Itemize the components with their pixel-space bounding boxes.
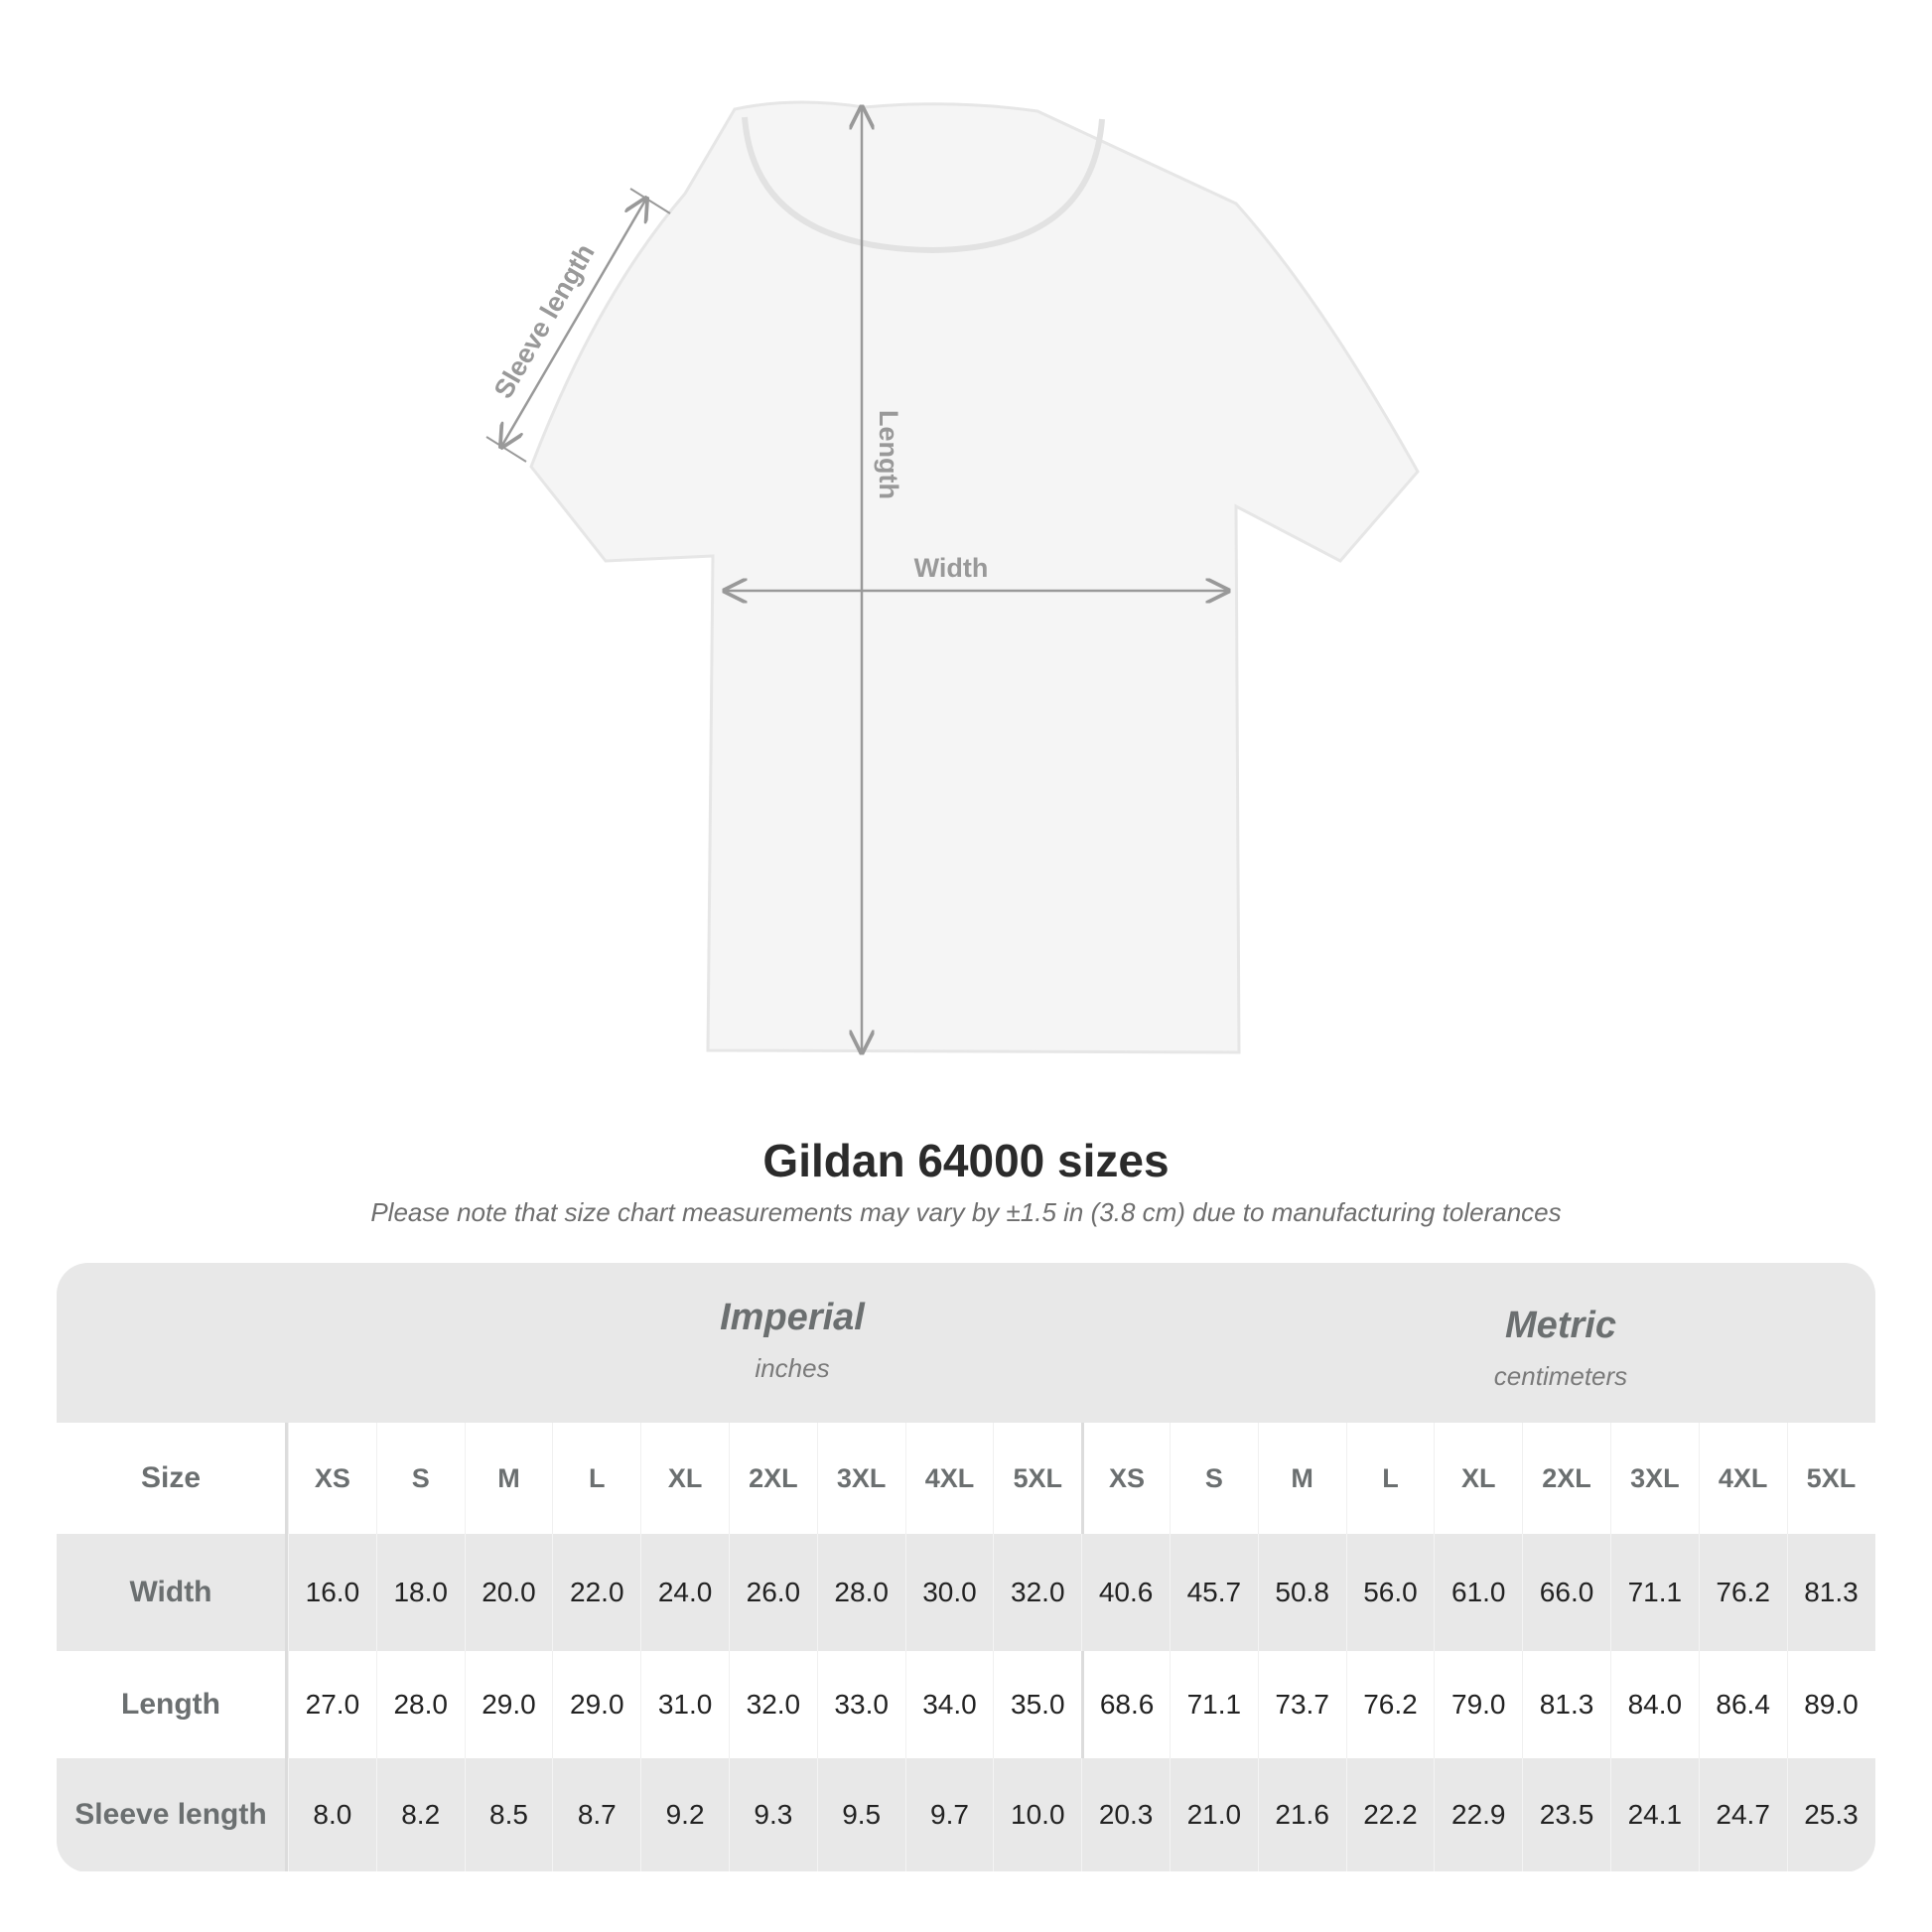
imperial-cell: 3XL [816, 1423, 905, 1534]
row-label: Width [57, 1534, 288, 1651]
imperial-cell: 10.0 [993, 1758, 1081, 1871]
row-label: Sleeve length [57, 1758, 288, 1871]
imperial-cell: 28.0 [816, 1534, 905, 1651]
imperial-cell: 28.0 [375, 1651, 465, 1758]
imperial-cell: 9.2 [640, 1758, 729, 1871]
imperial-cell: 20.0 [464, 1534, 553, 1651]
imperial-title: Imperial [720, 1297, 865, 1338]
imperial-cell: 16.0 [288, 1534, 376, 1651]
imperial-cell: 4XL [904, 1423, 994, 1534]
metric-unit: centimeters [1493, 1361, 1628, 1391]
metric-cell: 81.3 [1786, 1534, 1875, 1651]
tshirt-collar [742, 116, 1105, 254]
metric-cell: 89.0 [1786, 1651, 1875, 1758]
metric-cell: 5XL [1786, 1423, 1875, 1534]
metric-title: Metric [1505, 1305, 1616, 1346]
imperial-cell: 32.0 [993, 1534, 1081, 1651]
metric-cell: 4XL [1698, 1423, 1787, 1534]
imperial-cell: 8.0 [288, 1758, 376, 1871]
metric-header: Metric centimeters [1114, 1305, 1875, 1392]
metric-cell: 50.8 [1257, 1534, 1346, 1651]
imperial-cell: 5XL [993, 1423, 1081, 1534]
imperial-cell: 27.0 [288, 1651, 376, 1758]
metric-cell: 24.1 [1609, 1758, 1699, 1871]
imperial-cell: 18.0 [375, 1534, 465, 1651]
metric-cell: 76.2 [1698, 1534, 1787, 1651]
size-table: Imperial inches Metric centimeters Size X… [57, 1263, 1875, 1872]
imperial-cell: 8.5 [464, 1758, 553, 1871]
metric-cell: 2XL [1522, 1423, 1610, 1534]
metric-cell: 84.0 [1609, 1651, 1699, 1758]
metric-cell: L [1345, 1423, 1435, 1534]
metric-cell: 22.2 [1345, 1758, 1435, 1871]
metric-cell: 45.7 [1169, 1534, 1258, 1651]
imperial-cell: 22.0 [552, 1534, 640, 1651]
imperial-cell: 26.0 [728, 1534, 817, 1651]
width-label: Width [914, 553, 989, 583]
metric-cell: 71.1 [1609, 1534, 1699, 1651]
metric-cell: M [1257, 1423, 1346, 1534]
metric-cell: 61.0 [1434, 1534, 1522, 1651]
metric-cell: 66.0 [1522, 1534, 1610, 1651]
metric-cell: 73.7 [1257, 1651, 1346, 1758]
imperial-cell: 32.0 [728, 1651, 817, 1758]
imperial-cell: 33.0 [816, 1651, 905, 1758]
metric-cell: 71.1 [1169, 1651, 1258, 1758]
metric-cell: 21.0 [1169, 1758, 1258, 1871]
metric-cell: 40.6 [1081, 1534, 1170, 1651]
row-label: Length [57, 1651, 288, 1758]
table-row: Sleeve length 8.0 8.2 8.5 8.7 9.2 9.3 9.5 9.7 10.… [57, 1758, 1875, 1871]
imperial-cell: 34.0 [904, 1651, 994, 1758]
imperial-cell: 9.3 [728, 1758, 817, 1871]
imperial-cell: 9.7 [904, 1758, 994, 1871]
imperial-cell: M [464, 1423, 553, 1534]
imperial-cell: 30.0 [904, 1534, 994, 1651]
imperial-cell: 2XL [728, 1423, 817, 1534]
imperial-cell: 9.5 [816, 1758, 905, 1871]
tolerance-note: Please note that size chart measurements… [370, 1197, 1562, 1227]
length-label: Length [874, 410, 903, 499]
table-row: Width 16.0 18.0 20.0 22.0 24.0 26.0 28.0 30.0 32.… [57, 1534, 1875, 1651]
imperial-cell: 29.0 [552, 1651, 640, 1758]
tshirt-diagram: Sleeve length Length Width [485, 100, 1420, 1092]
imperial-unit: inches [755, 1353, 830, 1383]
imperial-header: Imperial inches [345, 1297, 1239, 1384]
sleeve-length-line [501, 199, 646, 447]
size-header-row: Size XS S M L XL 2XL 3XL 4XL 5XL XS S M L XL 2XL 3XL 4XL 5… [57, 1423, 1875, 1534]
imperial-cell: 35.0 [993, 1651, 1081, 1758]
metric-cell: 56.0 [1345, 1534, 1435, 1651]
table-header: Imperial inches Metric centimeters [57, 1263, 1875, 1423]
metric-cell: 81.3 [1522, 1651, 1610, 1758]
metric-cell: 3XL [1609, 1423, 1699, 1534]
metric-cell: XL [1434, 1423, 1522, 1534]
metric-cell: 86.4 [1698, 1651, 1787, 1758]
metric-cell: 22.9 [1434, 1758, 1522, 1871]
metric-cell: 20.3 [1081, 1758, 1170, 1871]
metric-cell: 21.6 [1257, 1758, 1346, 1871]
metric-cell: 25.3 [1786, 1758, 1875, 1871]
imperial-cell: 31.0 [640, 1651, 729, 1758]
imperial-cell: L [552, 1423, 640, 1534]
page-title: Gildan 64000 sizes [762, 1135, 1170, 1186]
imperial-cell: 8.7 [552, 1758, 640, 1871]
metric-cell: 76.2 [1345, 1651, 1435, 1758]
table-row: Length 27.0 28.0 29.0 29.0 31.0 32.0 33.0 34.0 35… [57, 1651, 1875, 1758]
metric-cell: 23.5 [1522, 1758, 1610, 1871]
metric-cell: S [1169, 1423, 1258, 1534]
imperial-cell: XL [640, 1423, 729, 1534]
imperial-cell: XS [288, 1423, 376, 1534]
metric-cell: 24.7 [1698, 1758, 1787, 1871]
metric-cell: 79.0 [1434, 1651, 1522, 1758]
imperial-cell: S [375, 1423, 465, 1534]
metric-cell: 68.6 [1081, 1651, 1170, 1758]
row-label: Size [57, 1423, 288, 1534]
imperial-cell: 24.0 [640, 1534, 729, 1651]
metric-cell: XS [1081, 1423, 1170, 1534]
imperial-cell: 29.0 [464, 1651, 553, 1758]
imperial-cell: 8.2 [375, 1758, 465, 1871]
